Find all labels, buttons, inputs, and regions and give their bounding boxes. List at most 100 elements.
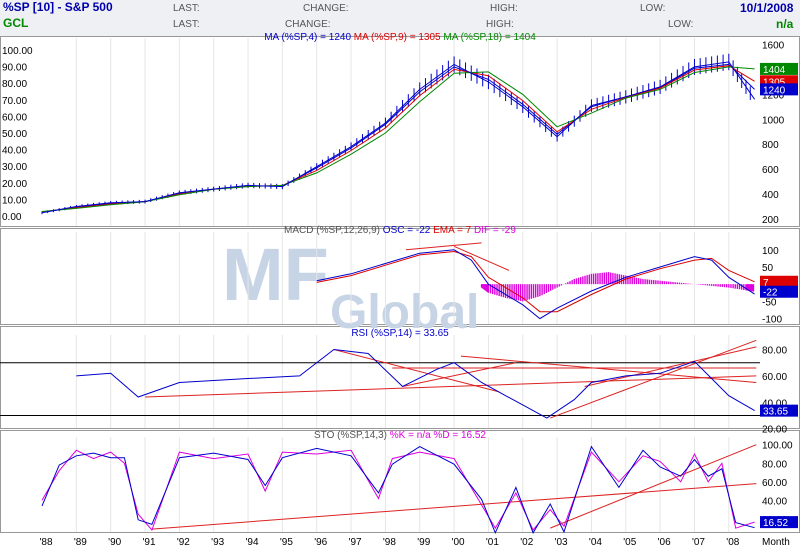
x-tick-label: '01 bbox=[486, 537, 499, 548]
x-tick-label: '95 bbox=[280, 537, 293, 548]
price-title: MA (%SP,4) = 1240 MA (%SP,9) = 1305 MA (… bbox=[264, 32, 536, 43]
price-right-tick-label: 400 bbox=[762, 190, 779, 201]
price-badge-1305: 1305 bbox=[763, 77, 786, 88]
x-tick-label: '92 bbox=[177, 537, 190, 548]
left-tick-label: 0.00 bbox=[2, 212, 22, 223]
left-tick-label: 70.00 bbox=[2, 96, 27, 107]
change-label-2: CHANGE: bbox=[285, 19, 331, 30]
x-tick-label: '04 bbox=[589, 537, 602, 548]
price-badge-1404-bg bbox=[760, 62, 798, 75]
left-tick-label: 100.00 bbox=[2, 46, 33, 57]
macd-right-tick-label: 50 bbox=[762, 263, 774, 274]
sto-right-tick-label: 80.00 bbox=[762, 459, 787, 470]
price-badge-1240-bg bbox=[760, 83, 798, 96]
left-tick-label: 20.00 bbox=[2, 179, 27, 190]
x-tick-label: '88 bbox=[39, 537, 52, 548]
sto-badge: 16.52 bbox=[763, 518, 788, 529]
x-tick-label: '93 bbox=[211, 537, 224, 548]
left-tick-label: 10.00 bbox=[2, 195, 27, 206]
sto-title: STO (%SP,14,3) %K = n/a %D = 16.52 bbox=[314, 430, 486, 441]
x-tick-label: '05 bbox=[623, 537, 636, 548]
ma-4-line bbox=[41, 63, 755, 213]
macd-right-tick-label: -100 bbox=[762, 315, 782, 326]
sto-right-tick-label: 40.00 bbox=[762, 496, 787, 507]
ma-18-line bbox=[41, 66, 755, 212]
x-tick-label: '94 bbox=[246, 537, 259, 548]
left-tick-label: 60.00 bbox=[2, 112, 27, 123]
x-tick-label: '99 bbox=[417, 537, 430, 548]
sto-k-line bbox=[41, 445, 755, 535]
price-badge-1404: 1404 bbox=[763, 65, 786, 76]
x-tick-label: '06 bbox=[658, 537, 671, 548]
rsi-right-tick-label: 80.00 bbox=[762, 346, 787, 357]
x-tick-label: '08 bbox=[726, 537, 739, 548]
sto-d-line bbox=[41, 449, 755, 531]
macd-title: MACD (%SP,12,26,9) OSC = -22 EMA = 7 DIF… bbox=[284, 225, 516, 236]
rsi-trendline bbox=[584, 346, 757, 387]
last-label-2: LAST: bbox=[173, 19, 200, 30]
panel-frame bbox=[0, 430, 800, 533]
x-tick-label: '90 bbox=[108, 537, 121, 548]
rsi-trendline bbox=[145, 375, 757, 398]
price-right-tick-label: 1000 bbox=[762, 115, 785, 126]
macd-dif-line bbox=[316, 249, 755, 320]
rsi-title: RSI (%SP,14) = 33.65 bbox=[351, 328, 449, 339]
left-tick-label: 30.00 bbox=[2, 162, 27, 173]
x-tick-label: '97 bbox=[349, 537, 362, 548]
sto-trendline bbox=[550, 444, 757, 529]
x-tick-label: '00 bbox=[452, 537, 465, 548]
sto-right-tick-label: 100.00 bbox=[762, 441, 793, 452]
macd-trendline bbox=[453, 245, 510, 271]
watermark-mf: MF bbox=[222, 233, 329, 316]
macd-badge--22: -22 bbox=[763, 288, 778, 299]
low-label-2: LOW: bbox=[668, 19, 694, 30]
rsi-trendline bbox=[402, 362, 517, 387]
symbol2-title[interactable]: GCL bbox=[3, 16, 29, 30]
rsi-badge-bg bbox=[760, 404, 798, 417]
high-label: HIGH: bbox=[490, 3, 518, 14]
low-label: LOW: bbox=[640, 3, 666, 14]
change-label: CHANGE: bbox=[303, 3, 349, 14]
price-right-tick-label: 1600 bbox=[762, 40, 785, 51]
panel-frame bbox=[0, 36, 800, 227]
macd-badge-7: 7 bbox=[763, 278, 769, 289]
left-tick-label: 80.00 bbox=[2, 79, 27, 90]
sto-right-tick-label: 60.00 bbox=[762, 478, 787, 489]
symbol-title[interactable]: %SP [10] - S&P 500 bbox=[3, 0, 113, 14]
rsi-badge: 33.65 bbox=[763, 407, 788, 418]
header-bar bbox=[0, 0, 800, 36]
price-right-tick-label: 1200 bbox=[762, 90, 785, 101]
left-tick-label: 50.00 bbox=[2, 129, 27, 140]
date-label: 10/1/2008 bbox=[740, 1, 794, 15]
macd-right-tick-label: -50 bbox=[762, 297, 777, 308]
na-label: n/a bbox=[776, 17, 794, 31]
rsi-trendline bbox=[333, 349, 499, 393]
rsi-right-tick-label: 40.00 bbox=[762, 398, 787, 409]
rsi-trendline bbox=[550, 339, 757, 419]
panel-frame bbox=[0, 326, 800, 429]
x-tick-label: '07 bbox=[692, 537, 705, 548]
x-unit-label: Month bbox=[762, 537, 790, 548]
price-right-tick-label: 800 bbox=[762, 140, 779, 151]
macd-ema-line bbox=[316, 250, 755, 313]
x-tick-label: '02 bbox=[520, 537, 533, 548]
price-line bbox=[41, 61, 756, 214]
price-right-tick-label: 200 bbox=[762, 215, 779, 226]
macd-badge-7-bg bbox=[760, 275, 798, 288]
rsi-trendline bbox=[460, 355, 757, 383]
left-tick-label: 40.00 bbox=[2, 146, 27, 157]
macd-right-tick-label: 100 bbox=[762, 246, 779, 257]
x-tick-label: '96 bbox=[314, 537, 327, 548]
x-tick-label: '98 bbox=[383, 537, 396, 548]
ma-9-line bbox=[41, 65, 755, 213]
left-tick-label: 90.00 bbox=[2, 63, 27, 74]
rsi-line bbox=[76, 348, 755, 419]
rsi-right-tick-label: 20.00 bbox=[762, 425, 787, 436]
x-tick-label: '89 bbox=[74, 537, 87, 548]
price-badge-1240: 1240 bbox=[763, 85, 786, 96]
last-label: LAST: bbox=[173, 3, 200, 14]
sto-badge-bg bbox=[760, 516, 798, 529]
macd-trendline bbox=[405, 242, 482, 251]
macd-badge--22-bg bbox=[760, 285, 798, 298]
